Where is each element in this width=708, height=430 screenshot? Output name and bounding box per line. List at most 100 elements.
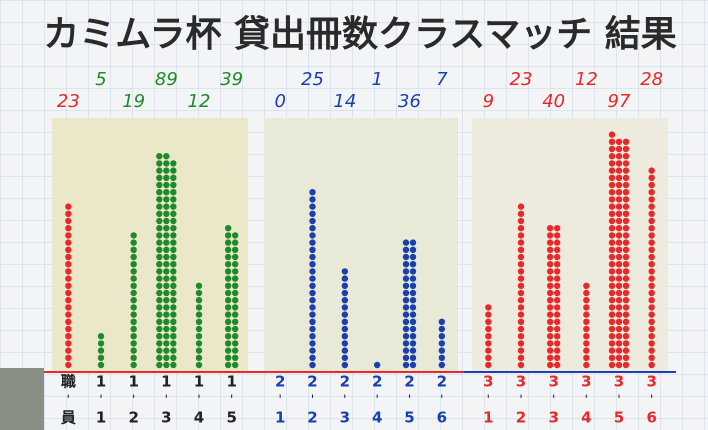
dot xyxy=(65,268,72,275)
dot xyxy=(615,138,623,145)
dot xyxy=(517,203,525,210)
panel-sheet xyxy=(472,118,668,372)
grade-label: 1 xyxy=(96,373,106,391)
class-label: 4 xyxy=(372,409,382,427)
dot xyxy=(130,311,137,318)
dot xyxy=(341,333,349,340)
dot xyxy=(546,318,554,325)
dot xyxy=(130,253,137,261)
dot xyxy=(309,203,316,210)
dot xyxy=(553,297,561,304)
class-separator: ' xyxy=(311,393,314,407)
dot xyxy=(553,325,561,333)
dot xyxy=(130,333,137,340)
dot xyxy=(553,225,561,232)
dot xyxy=(608,318,616,325)
dot xyxy=(309,304,316,311)
class-label: 2 xyxy=(307,409,317,427)
class-separator: ' xyxy=(132,393,135,407)
poster-title: カミムラ杯 貸出冊数クラスマッチ 結果 xyxy=(43,14,676,55)
dot xyxy=(65,297,72,304)
dot xyxy=(622,145,630,153)
dot xyxy=(156,354,163,361)
dot xyxy=(546,347,554,354)
dot xyxy=(553,246,561,253)
dot xyxy=(402,333,410,340)
dot xyxy=(622,311,630,318)
dot xyxy=(170,289,177,297)
dot xyxy=(402,318,410,325)
dot xyxy=(409,347,417,354)
dot xyxy=(163,297,170,304)
dot xyxy=(231,232,239,239)
dot-column xyxy=(608,131,630,369)
dot xyxy=(648,239,655,246)
grade-label: 1 xyxy=(194,373,204,391)
dot xyxy=(608,297,616,304)
dot xyxy=(622,333,630,340)
dot xyxy=(309,189,316,196)
dot xyxy=(65,325,72,333)
dot xyxy=(546,268,554,275)
dot xyxy=(163,354,170,361)
dot xyxy=(65,318,72,325)
dot xyxy=(608,145,616,153)
dot xyxy=(409,253,417,261)
dot xyxy=(615,181,623,189)
dot xyxy=(402,297,410,304)
dot xyxy=(130,261,137,268)
dot xyxy=(170,239,177,246)
dot xyxy=(409,275,417,282)
class-label: 5 xyxy=(226,409,236,427)
dot xyxy=(170,167,177,174)
class-separator: ' xyxy=(408,393,411,407)
dot xyxy=(309,282,316,289)
dot xyxy=(309,210,316,217)
class-separator: ' xyxy=(617,393,620,407)
dot xyxy=(65,253,72,261)
class-label: 4 xyxy=(581,409,591,427)
dot xyxy=(553,253,561,261)
class-label: 員 xyxy=(60,409,76,427)
dot xyxy=(517,340,525,347)
count-label: 1 xyxy=(371,69,382,90)
dot xyxy=(402,239,410,246)
class-separator: ' xyxy=(279,393,282,407)
dot xyxy=(402,354,410,361)
dot xyxy=(615,145,623,153)
dot xyxy=(130,304,137,311)
class-separator: ' xyxy=(99,393,102,407)
count-label: 23 xyxy=(510,69,533,90)
dot xyxy=(517,347,525,354)
dot xyxy=(615,225,623,232)
dot xyxy=(546,239,554,246)
dot xyxy=(546,354,554,361)
dot xyxy=(341,347,349,354)
dot xyxy=(517,275,525,282)
dot xyxy=(622,225,630,232)
dot xyxy=(309,318,316,325)
dot xyxy=(583,340,590,347)
dot xyxy=(546,297,554,304)
dot xyxy=(409,318,417,325)
dot xyxy=(648,275,655,282)
class-label: 3 xyxy=(548,409,558,427)
dot xyxy=(341,275,349,282)
dot xyxy=(341,311,349,318)
dot xyxy=(130,232,137,239)
dot xyxy=(409,311,417,318)
dot xyxy=(583,347,590,354)
dot xyxy=(224,340,232,347)
dot xyxy=(615,253,623,261)
dot xyxy=(156,297,163,304)
count-label: 19 xyxy=(122,91,145,112)
dot xyxy=(553,289,561,297)
dot xyxy=(615,261,623,268)
dot xyxy=(485,311,492,318)
dot xyxy=(309,196,316,203)
dot xyxy=(546,333,554,340)
dot xyxy=(608,196,616,203)
dot xyxy=(402,304,410,311)
dot xyxy=(163,340,170,347)
count-label: 12 xyxy=(188,91,211,112)
